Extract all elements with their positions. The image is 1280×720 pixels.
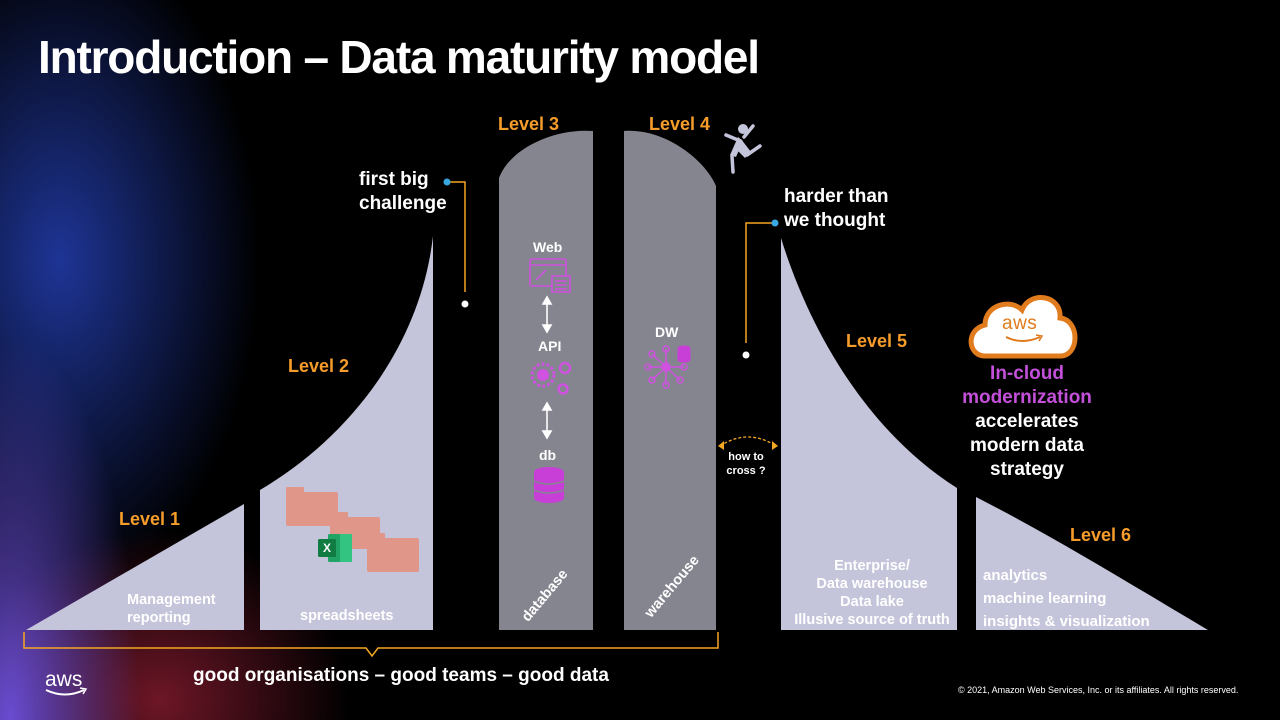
harder-line2: we thought — [784, 210, 886, 231]
database-icon — [533, 467, 565, 503]
analytics-line1: analytics — [983, 567, 1048, 584]
harder-line1: harder than — [784, 186, 889, 207]
how-to-line2: cross ? — [726, 465, 766, 477]
api-db-arrow — [541, 401, 553, 440]
first-challenge-dot — [443, 178, 451, 186]
arrowhead-left — [718, 441, 724, 450]
level4-warehouse-shape — [624, 130, 716, 631]
analytics-line3: insights & visualization — [983, 613, 1150, 630]
level-1-label: Level 1 — [119, 509, 181, 529]
cloud-modernization-message: In-cloud modernization accelerates moder… — [947, 362, 1107, 482]
first-challenge-end-dot — [461, 300, 469, 308]
management-reporting-label: Management reporting — [127, 591, 216, 627]
level-3-label: Level 3 — [498, 114, 560, 134]
data-warehouse-network-icon — [644, 345, 688, 389]
slide-title: Introduction – Data maturity model — [38, 31, 760, 83]
harder-connector — [745, 222, 775, 343]
level-5-label: Level 5 — [846, 331, 908, 351]
level1-shape — [26, 504, 244, 630]
level-2-label: Level 2 — [288, 356, 350, 376]
excel-letter: X — [322, 541, 331, 555]
how-to-line1: how to — [728, 451, 764, 463]
api-label: API — [538, 338, 562, 354]
how-to-cross-note: how to cross ? — [722, 450, 770, 478]
enterprise-line4: Illusive source of truth — [794, 612, 950, 628]
management-line2: reporting — [127, 610, 191, 626]
management-line1: Management — [127, 592, 216, 608]
enterprise-line3: Data lake — [840, 594, 904, 610]
enterprise-label: Enterprise/ Data warehouse Data lake Ill… — [790, 557, 954, 629]
bottom-message: good organisations – good teams – good d… — [193, 665, 609, 686]
dw-label: DW — [655, 324, 679, 340]
arrowhead-right — [772, 441, 778, 450]
harder-than-we-thought-note: harder than we thought — [784, 185, 889, 233]
analytics-line2: machine learning — [983, 590, 1107, 607]
web-api-arrow — [541, 295, 553, 334]
web-label: Web — [533, 239, 563, 255]
level5-shape — [781, 238, 957, 630]
first-big-challenge-note: first big challenge — [359, 168, 447, 216]
cloud-message-line1: In-cloud — [990, 363, 1064, 384]
copyright-notice: © 2021, Amazon Web Services, Inc. or its… — [958, 685, 1239, 695]
bottom-bracket — [23, 632, 719, 658]
aws-cloud-icon — [968, 295, 1078, 359]
harder-dot — [771, 219, 779, 227]
level-4-label: Level 4 — [649, 114, 711, 134]
aws-cloud-text: aws — [1002, 313, 1038, 334]
falling-person-icon — [724, 124, 762, 174]
db-label: db — [539, 447, 557, 463]
spreadsheets-label: spreadsheets — [300, 608, 394, 624]
first-big-line1: first big — [359, 169, 429, 190]
how-to-cross-arrow — [719, 436, 777, 447]
cloud-message-line5: strategy — [990, 459, 1064, 480]
level-6-label: Level 6 — [1070, 525, 1132, 545]
aws-logo-text: aws — [45, 668, 83, 691]
excel-icon — [318, 534, 352, 562]
cloud-message-line4: modern data — [969, 435, 1085, 456]
level3-database-shape — [499, 130, 593, 630]
cloud-message-line2: modernization — [962, 387, 1092, 408]
harder-end-dot — [742, 351, 750, 359]
aws-logo-smile — [45, 687, 88, 696]
first-big-line2: challenge — [359, 193, 447, 214]
analytics-label: analytics machine learning insights & vi… — [983, 564, 1150, 633]
enterprise-line2: Data warehouse — [816, 576, 928, 592]
level2-shape — [260, 236, 433, 630]
dw-db-mini-icon — [677, 345, 691, 363]
level6-shape — [976, 497, 1208, 630]
web-browser-icon — [529, 258, 571, 293]
enterprise-line1: Enterprise/ — [834, 558, 910, 574]
first-challenge-connector — [447, 181, 466, 292]
cloud-message-line3: accelerates — [975, 411, 1079, 432]
api-gears-icon — [530, 361, 572, 395]
